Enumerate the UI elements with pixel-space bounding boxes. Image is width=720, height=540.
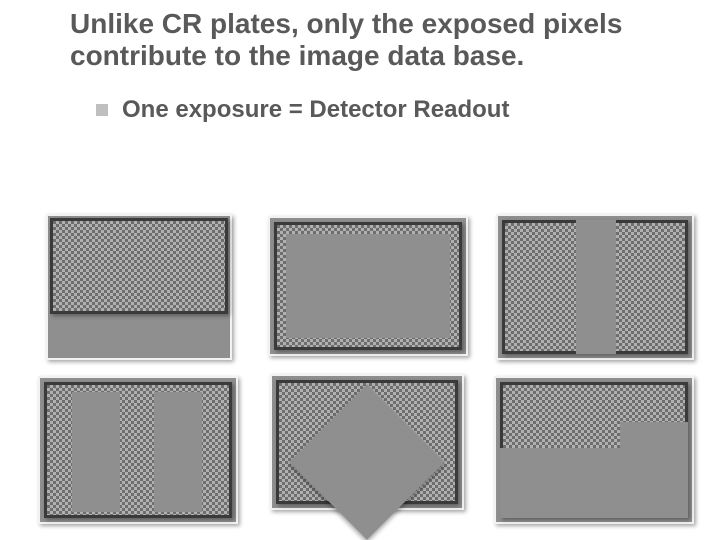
mask-region: [72, 392, 120, 512]
panel-two-columns-mask: [34, 374, 244, 528]
slide: Unlike CR plates, only the exposed pixel…: [0, 0, 720, 540]
panel-center-column-mask: [490, 210, 700, 364]
bullet-marker: [96, 104, 108, 116]
mask-region: [576, 220, 616, 354]
exposed-region: [50, 218, 228, 314]
panel-diamond-overlay: [262, 374, 472, 528]
mask-region: [620, 422, 688, 518]
bullet-text: One exposure = Detector Readout: [122, 96, 509, 124]
panel-step-mask: [490, 374, 700, 528]
mask-region: [154, 392, 202, 512]
slide-title: Unlike CR plates, only the exposed pixel…: [0, 8, 660, 72]
panel-top-exposed: [34, 210, 244, 364]
panel-full-plate: [262, 210, 472, 364]
slide-title-text: Unlike CR plates, only the exposed pixel…: [70, 8, 660, 72]
mask-region: [286, 234, 450, 338]
panel-grid: [34, 210, 694, 528]
mask-region: [500, 448, 620, 518]
bullet-row: One exposure = Detector Readout: [0, 96, 720, 124]
